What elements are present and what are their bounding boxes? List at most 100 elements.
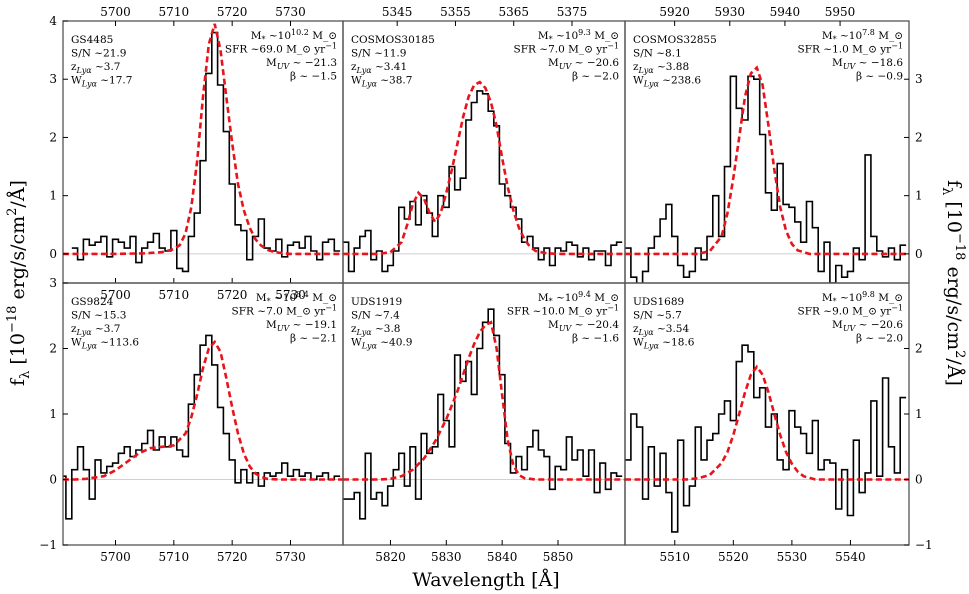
object-property-left: WLyα ~17.7 [71,75,132,89]
object-property-right: SFR ~7.0 M_⊙ yr−1 [514,42,619,56]
x-tick-label-top: 5710 [159,5,190,19]
object-property-right: M* ~109.8 M_⊙ [822,290,903,306]
object-property-right: MUV ~ −20.4 [548,319,619,333]
object-property-left: WLyα ~113.6 [71,337,139,351]
object-property-left: zLyα ~3.54 [633,323,689,337]
x-tick-label-top: 5355 [440,5,471,19]
object-property-right: MUV ~ −20.6 [548,57,619,71]
x-tick-label-top: 5375 [557,5,588,19]
object-property-left: zLyα ~3.88 [633,61,689,75]
model-fit-line [625,364,909,481]
spectrum-line [625,344,907,533]
object-property-left: WLyα ~40.9 [351,337,412,351]
object-property-right: MUV ~ −19.1 [266,319,337,333]
y-tick-label-right: 0 [915,247,923,261]
y-tick-label-left: 3 [49,276,57,290]
x-tick-label-bottom: 5530 [777,550,808,564]
y-tick-label-left: 1 [49,189,57,203]
x-tick-label-bottom: 5840 [487,550,518,564]
x-tick-label-bottom: 5720 [217,550,248,564]
x-tick-label-bottom: 5700 [100,550,131,564]
object-property-right: MUV ~ −20.6 [832,319,903,333]
object-property-right: MUV ~ −18.6 [832,57,903,71]
object-property-right: SFR ~9.0 M_⊙ yr−1 [798,304,903,318]
object-property-right: M* ~107.8 M_⊙ [822,28,903,44]
x-tick-label-bottom: 5820 [375,550,406,564]
object-id-label: COSMOS30185 [351,34,435,46]
panel-gs4485: 5700 5710 5720 5730 5700 5710 5720 5730 0 1 2 3 4 GS4… [49,5,344,302]
object-property-right: β ~ −2.1 [290,333,337,345]
object-property-left: WLyα ~38.7 [351,75,412,89]
object-property-left: S/N ~21.9 [71,48,126,60]
object-property-left: zLyα ~3.7 [71,61,120,75]
object-property-right: β ~ −2.0 [856,333,903,345]
y-tick-label-left: 0 [49,247,57,261]
panel-uds1689: 5510 5520 5530 5540 −1 0 1 2 UDS1689 S/N ~5.7zLyα… [624,282,933,564]
x-tick-label-top: 5345 [382,5,413,19]
object-id-label: UDS1919 [351,296,402,308]
x-tick-label-top: 5940 [770,5,801,19]
object-property-left: zLyα ~3.41 [351,61,407,75]
x-tick-label-top: 5730 [275,5,306,19]
y-axis-label-right: fλ [10−18 erg/s/cm2/Å] [939,180,967,386]
object-property-right: MUV ~ −21.3 [266,57,337,71]
x-tick-label-bottom: 5700 [100,288,131,302]
x-tick-label-bottom: 5540 [835,550,866,564]
y-tick-label-left: 2 [49,130,57,144]
object-property-right: β ~ −0.9 [856,71,903,83]
x-tick-label-top: 5930 [715,5,746,19]
object-property-right: M* ~1010.2 M_⊙ [251,28,337,44]
y-tick-label-right: 2 [915,342,923,356]
panel-cosmos32855: 5920 5930 5940 5950 0 1 2 3 COSMOS32855 S/N ~8.1z… [624,5,923,284]
object-property-right: SFR ~7.0 M_⊙ yr−1 [232,304,337,318]
y-tick-label-left: −1 [39,538,57,552]
object-property-left: S/N ~8.1 [633,48,682,60]
y-tick-label-right: 1 [915,407,923,421]
object-property-left: S/N ~5.7 [633,310,682,322]
x-tick-label-bottom: 5730 [275,288,306,302]
y-tick-label-left: 2 [49,342,57,356]
x-axis-label: Wavelength [Å] [412,569,559,591]
object-property-right: β ~ −1.5 [290,71,337,83]
object-property-left: zLyα ~3.8 [351,323,400,337]
object-property-right: β ~ −1.6 [572,333,619,345]
x-tick-label-bottom: 5710 [159,288,190,302]
x-tick-label-bottom: 5710 [159,550,190,564]
x-tick-label-top: 5950 [825,5,856,19]
y-tick-label-left: 4 [49,14,57,28]
model-fit-line [343,80,625,256]
object-property-left: WLyα ~238.6 [633,75,701,89]
x-tick-label-bottom: 5510 [659,550,690,564]
panel-cosmos30185: 5345 5355 5365 5375 COSMOS30185 S/N ~11.9zLyα… [342,5,626,284]
y-tick-label-left: 3 [49,72,57,86]
y-tick-label-right: 1 [915,189,923,203]
spectrum-line [625,75,907,283]
object-property-left: S/N ~7.4 [351,310,400,322]
x-tick-label-bottom: 5730 [275,550,306,564]
x-tick-label-top: 5700 [100,5,131,19]
x-tick-label-bottom: 5830 [431,550,462,564]
x-tick-label-top: 5365 [498,5,529,19]
y-tick-label-right: 0 [915,473,923,487]
spectrum-line [343,308,623,520]
y-tick-label-right: −1 [915,538,933,552]
object-id-label: UDS1689 [633,296,684,308]
model-fit-line [63,339,343,481]
spectrum-line [71,31,341,273]
y-tick-label-left: 0 [49,473,57,487]
object-property-right: M* ~109.3 M_⊙ [538,28,619,44]
object-id-label: GS4485 [71,34,113,46]
model-fit-line [343,320,625,481]
object-id-label: COSMOS32855 [633,34,717,46]
panel-gs9824: 5700 5710 5720 5730 −1 0 1 2 3 GS9824 S/N ~15.3zLy… [39,276,344,564]
y-tick-label-left: 1 [49,407,57,421]
x-tick-label-bottom: 5720 [217,288,248,302]
spectrum-line [63,334,341,520]
object-property-left: zLyα ~3.7 [71,323,120,337]
object-property-right: β ~ −2.0 [572,71,619,83]
object-property-right: SFR ~10.0 M_⊙ yr−1 [507,304,619,318]
object-property-left: WLyα ~18.6 [633,337,695,351]
object-property-left: S/N ~11.9 [351,48,406,60]
